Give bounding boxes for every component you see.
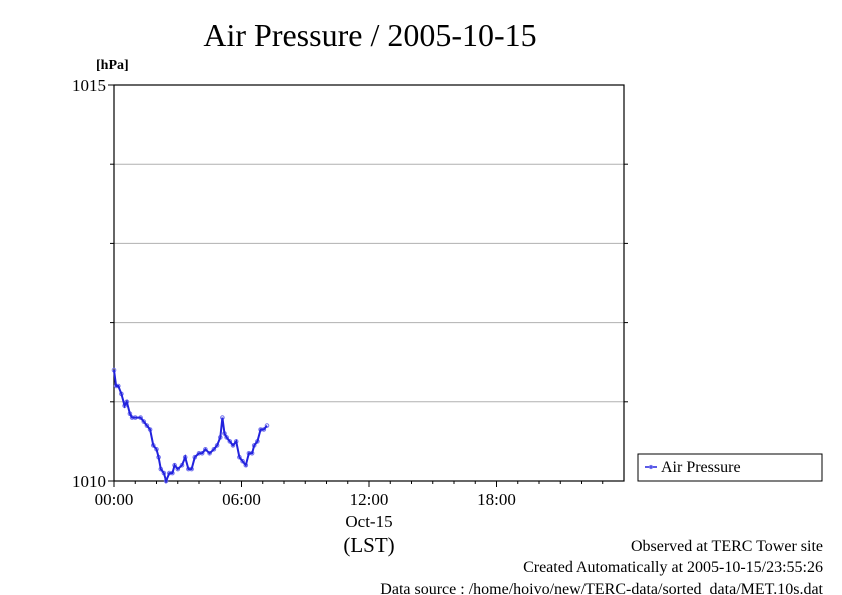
footer-observed: Observed at TERC Tower site	[631, 538, 823, 555]
x-axis-date-label: Oct-15	[345, 512, 392, 531]
plot-area	[113, 84, 625, 482]
data-point	[207, 451, 212, 456]
x-tick-label: 18:00	[477, 490, 516, 509]
y-axis-unit-label: [hPa]	[96, 58, 129, 73]
data-point	[144, 423, 150, 428]
footer-data-source: Data source : /home/hoivo/new/TERC-data/…	[380, 581, 823, 595]
data-point	[211, 447, 217, 452]
data-point	[264, 423, 270, 428]
y-tick-label: 1015	[72, 76, 106, 95]
data-point	[230, 443, 236, 448]
data-point	[240, 458, 245, 464]
axis-ticks	[108, 84, 628, 487]
data-point	[141, 419, 147, 424]
tick-labels: 1010 1015 00:00 06:00 12:00 18:00	[72, 76, 516, 509]
grid-lines	[114, 163, 624, 403]
legend: Air Pressure	[637, 453, 823, 482]
data-point	[175, 466, 181, 472]
data-point	[203, 447, 208, 452]
x-tick-label: 06:00	[222, 490, 261, 509]
legend-box	[637, 453, 823, 482]
data-point	[227, 439, 233, 444]
y-tick-label: 1010	[72, 472, 106, 491]
x-tick-label: 00:00	[95, 490, 134, 509]
x-tick-label: 12:00	[350, 490, 389, 509]
chart-title: Air Pressure / 2005-10-15	[203, 17, 536, 53]
series-line-air-pressure	[113, 369, 268, 485]
footer-created: Created Automatically at 2005-10-15/23:5…	[523, 559, 823, 576]
x-axis-label: (LST)	[343, 533, 394, 557]
legend-point-icon	[648, 464, 654, 470]
legend-label-air-pressure: Air Pressure	[661, 459, 741, 476]
